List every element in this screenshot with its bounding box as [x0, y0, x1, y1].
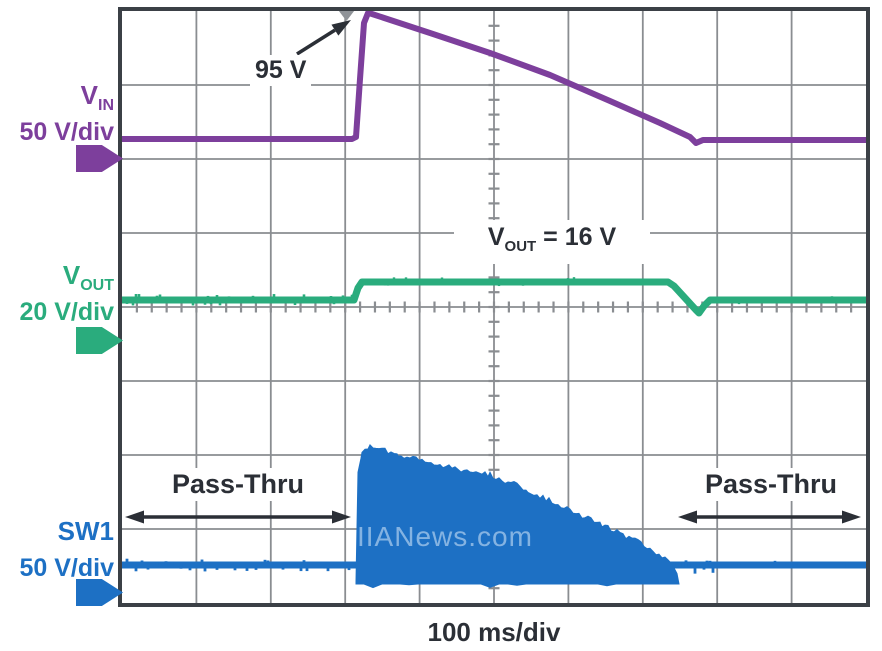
channel-label-sw1: SW1 50 V/div: [0, 516, 115, 583]
trace-vout: [122, 277, 866, 317]
vout-scale: 20 V/div: [19, 298, 115, 327]
vout16-sub: OUT: [504, 238, 537, 255]
trace-sw1: [122, 444, 866, 589]
pass-thru-label-right: Pass-Thru: [679, 468, 863, 501]
pass-thru-label-left: Pass-Thru: [146, 468, 330, 501]
annotation-arrows: [125, 20, 861, 524]
peak-voltage-annotation: 95 V: [250, 55, 312, 86]
vout-level-annotation: VOUT = 16 V: [454, 220, 650, 264]
vin-symbol: V: [80, 80, 98, 110]
vout16-prefix: V: [487, 223, 505, 251]
vin-ground-marker-icon: [76, 145, 123, 172]
channel-label-vout: VOUT 20 V/div: [0, 260, 115, 327]
trigger-marker-icon: [337, 8, 356, 21]
channel-label-vin: VIN 50 V/div: [0, 80, 115, 147]
scope-plot-area: [118, 7, 870, 607]
vout-ground-marker-icon: [76, 327, 123, 354]
vout16-suffix: = 16 V: [536, 223, 617, 251]
vout-symbol-sub: OUT: [80, 277, 114, 295]
sw1-scale: 50 V/div: [19, 554, 115, 583]
watermark-text: IIANews.com: [357, 521, 533, 552]
vin-scale: 50 V/div: [19, 118, 115, 147]
timebase-label: 100 ms/div: [427, 617, 561, 647]
sw1-symbol: SW1: [57, 516, 114, 546]
vout-symbol: V: [62, 260, 81, 290]
trace-vin: [122, 10, 866, 146]
sw1-ground-marker-icon: [76, 579, 123, 606]
plot-border: [118, 7, 870, 607]
vin-symbol-sub: IN: [98, 97, 114, 115]
